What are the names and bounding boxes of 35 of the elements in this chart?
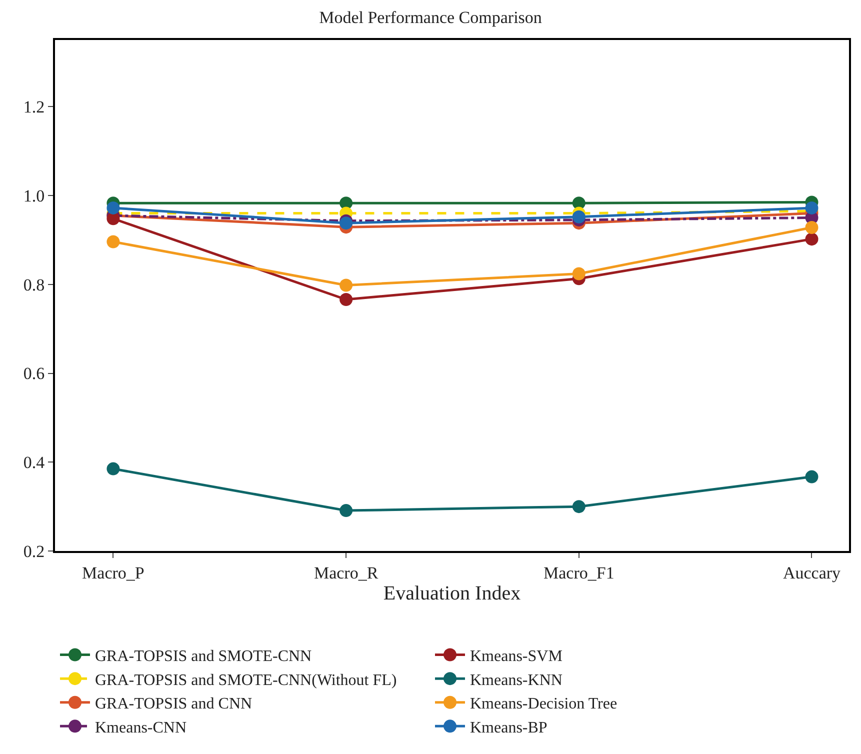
chart-title: Model Performance Comparison (319, 8, 542, 28)
point (106, 235, 120, 248)
point (572, 267, 586, 280)
point (805, 201, 818, 214)
legend-label: Kmeans-KNN (470, 672, 563, 689)
x-tick-label: Macro_P (82, 563, 144, 582)
point (340, 293, 353, 306)
point (572, 210, 586, 224)
legend-label: GRA-TOPSIS and CNN (95, 696, 252, 713)
point (340, 216, 353, 230)
x-tick-label: Macro_F1 (543, 563, 614, 582)
point (572, 500, 586, 514)
legend-label: Kmeans-SVM (470, 648, 562, 666)
point (106, 201, 120, 214)
legend-label: GRA-TOPSIS and SMOTE-CNN (95, 648, 312, 666)
x-tick-label: Auccary (782, 563, 842, 582)
y-tick-label: 0.2 (23, 542, 45, 561)
y-tick-label: 1.0 (23, 186, 45, 206)
point (805, 470, 818, 484)
point (805, 221, 818, 234)
x-tick-label: Macro_R (314, 563, 379, 582)
x-axis-title: Evaluation Index (383, 582, 521, 604)
legend-label: Kmeans-Decision Tree (470, 696, 618, 713)
point (340, 278, 353, 292)
point (805, 232, 818, 246)
point (106, 462, 120, 476)
legend-label: GRA-TOPSIS and SMOTE-CNN(Without FL) (95, 672, 397, 689)
legend-label: Kmeans-BP (470, 719, 548, 736)
y-tick-label: 1.2 (23, 98, 45, 117)
legend-label: Kmeans-CNN (95, 719, 187, 736)
point (340, 504, 353, 518)
y-tick-label: 0.4 (23, 453, 46, 472)
y-tick-label: 0.6 (23, 364, 45, 384)
point (106, 212, 120, 226)
y-tick-label: 0.8 (23, 275, 45, 294)
